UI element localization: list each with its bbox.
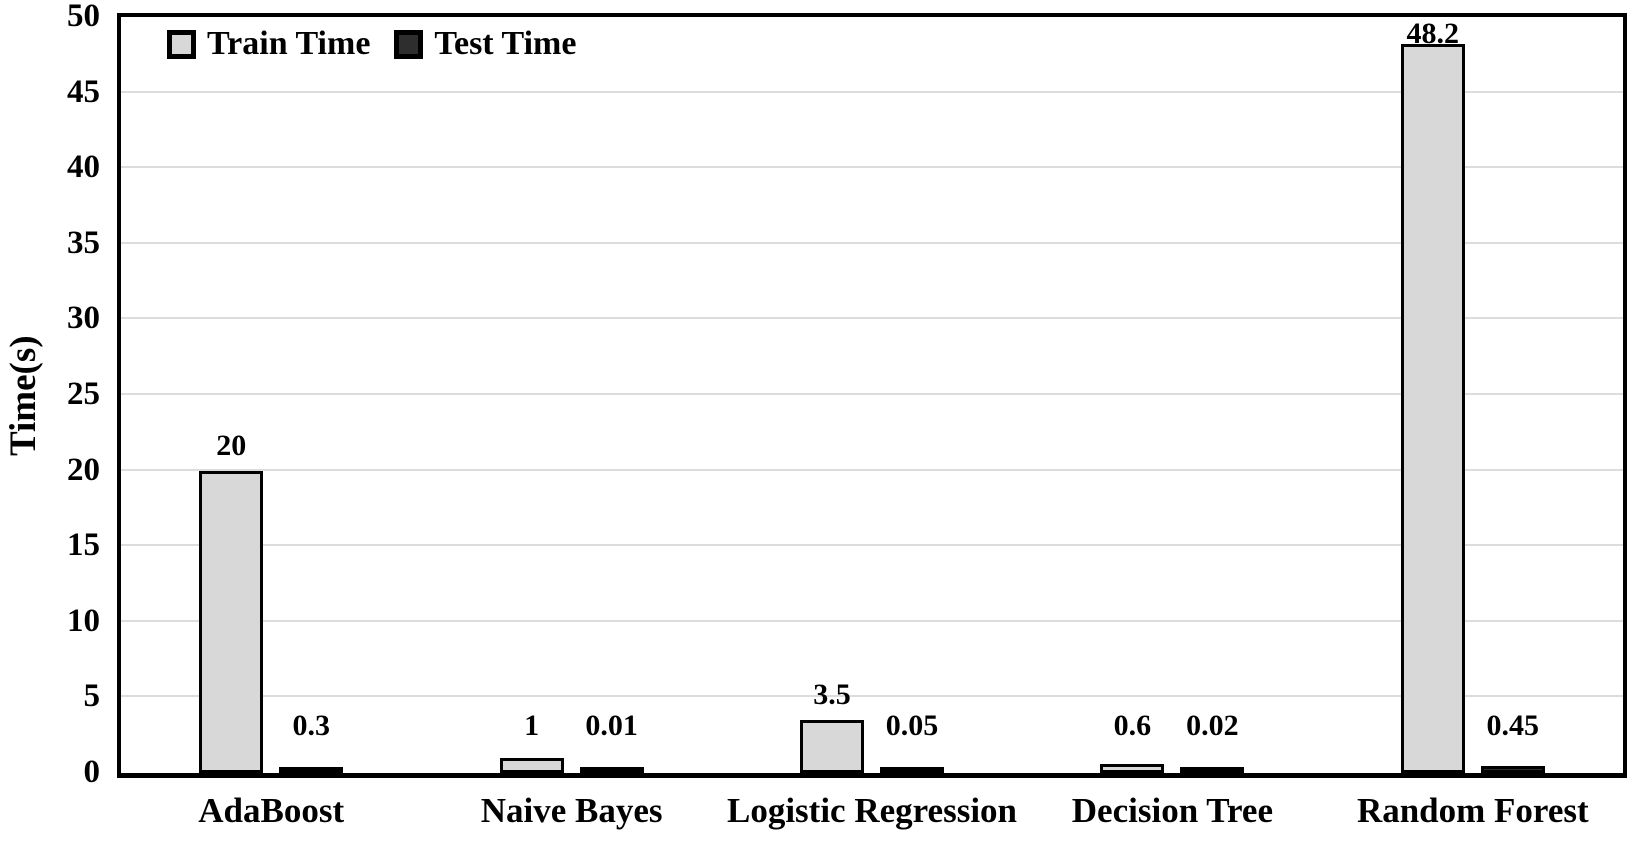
bar-slot-train-time-naive-bayes: 1: [499, 17, 564, 773]
y-tick-label-40: 40: [67, 148, 100, 185]
bar-slot-test-time-naive-bayes: 0.01: [579, 17, 644, 773]
gridline-20: [121, 468, 1623, 471]
y-tick-label-0: 0: [83, 753, 101, 790]
bar-test-time-naive-bayes: [579, 767, 644, 773]
bar-slot-test-time-decision-tree: 0.02: [1180, 17, 1245, 773]
y-tick-label-20: 20: [67, 451, 100, 488]
bar-slot-test-time-random-forest: 0.45: [1480, 17, 1545, 773]
bar-group-decision-tree: 0.6 0.02: [1100, 17, 1245, 773]
bar-value-label-test-time-adaboost: 0.3: [292, 709, 330, 742]
bar-test-time-logistic-regression: [880, 767, 944, 773]
gridline-35: [121, 241, 1623, 244]
bar-slot-train-time-adaboost: 20: [199, 17, 264, 773]
gridline-30: [121, 317, 1623, 320]
y-tick-label-45: 45: [67, 73, 100, 110]
bar-value-label-test-time-logistic-regression: 0.05: [885, 709, 939, 742]
gridline-25: [121, 393, 1623, 395]
bar-value-label-test-time-random-forest: 0.45: [1486, 709, 1540, 742]
gridline-45: [121, 90, 1623, 93]
x-label-naive-bayes: Naive Bayes: [480, 791, 663, 830]
y-axis-ticks: 0 5 10 15 20 25 30 35 40 45 50: [0, 0, 100, 850]
legend-item-test-time: Test Time: [394, 25, 576, 63]
bar-group-naive-bayes: 1 0.01: [499, 17, 644, 773]
plot-area: Train Time Test Time 20 0.3 1 0.01 3.5 0.05 0.6…: [117, 13, 1627, 778]
bar-slot-train-time-decision-tree: 0.6: [1100, 17, 1165, 773]
legend-label-train-time: Train Time: [207, 25, 371, 62]
bar-train-time-decision-tree: [1100, 763, 1165, 773]
y-tick-label-10: 10: [67, 602, 100, 639]
bar-value-label-train-time-logistic-regression: 3.5: [813, 678, 851, 712]
y-tick-label-25: 25: [67, 375, 100, 412]
x-label-adaboost: AdaBoost: [198, 791, 345, 830]
legend-swatch-train-time: [167, 29, 196, 59]
y-tick-label-5: 5: [83, 678, 101, 715]
bar-train-time-random-forest: [1400, 44, 1465, 773]
bar-train-time-adaboost: [199, 470, 264, 773]
bar-group-random-forest: 48.2 0.45: [1400, 17, 1545, 773]
x-label-decision-tree: Decision Tree: [1071, 791, 1273, 830]
bar-slot-test-time-adaboost: 0.3: [279, 17, 344, 773]
bar-value-label-train-time-naive-bayes: 1: [524, 709, 540, 742]
y-tick-label-35: 35: [67, 224, 100, 261]
legend: Train Time Test Time: [167, 25, 576, 63]
bar-group-adaboost: 20 0.3: [199, 17, 344, 773]
x-label-random-forest: Random Forest: [1356, 791, 1589, 830]
bar-train-time-logistic-regression: [800, 720, 864, 773]
bar-slot-test-time-logistic-regression: 0.05: [880, 17, 944, 773]
y-tick-label-50: 50: [67, 0, 100, 34]
bar-slot-train-time-logistic-regression: 3.5: [800, 17, 864, 773]
gridline-10: [121, 619, 1623, 622]
bar-value-label-test-time-naive-bayes: 0.01: [585, 709, 638, 742]
bar-value-label-train-time-decision-tree: 0.6: [1113, 709, 1152, 742]
legend-label-test-time: Test Time: [434, 25, 577, 62]
y-tick-label-15: 15: [67, 526, 100, 563]
gridline-40: [121, 166, 1623, 169]
legend-item-train-time: Train Time: [167, 25, 370, 63]
bar-test-time-decision-tree: [1180, 767, 1245, 773]
bar-test-time-random-forest: [1480, 766, 1545, 773]
bar-value-label-test-time-decision-tree: 0.02: [1186, 709, 1239, 742]
gridline-5: [121, 695, 1623, 698]
bar-test-time-adaboost: [279, 767, 344, 773]
bar-group-logistic-regression: 3.5 0.05: [800, 17, 944, 773]
gridline-15: [121, 544, 1623, 547]
x-label-logistic-regression: Logistic Regression: [726, 791, 1018, 830]
y-tick-label-30: 30: [67, 300, 100, 337]
bar-train-time-naive-bayes: [499, 757, 564, 773]
legend-swatch-test-time: [394, 29, 424, 59]
bar-value-label-train-time-random-forest: 48.2: [1406, 17, 1460, 50]
bar-slot-train-time-random-forest: 48.2: [1400, 17, 1465, 773]
bar-value-label-train-time-adaboost: 20: [216, 428, 247, 462]
